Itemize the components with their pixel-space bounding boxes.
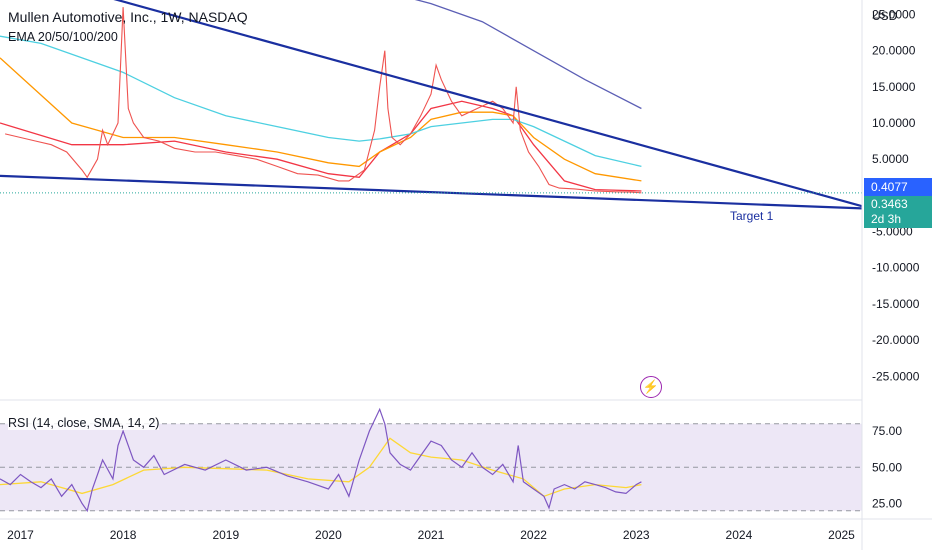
time-label: 2025: [828, 528, 855, 542]
trendline-1: [0, 174, 863, 210]
rsi-axis-ticks: 75.00 50.00 25.00: [872, 424, 902, 511]
price-badge-teal: 0.3463 2d 3h: [864, 196, 932, 228]
currency-label: USD: [872, 9, 898, 23]
target-label: Target 1: [730, 209, 774, 223]
price-tick-label: 15.0000: [872, 80, 916, 94]
rsi-indicator-label[interactable]: RSI (14, close, SMA, 14, 2): [8, 416, 160, 430]
price-tick-label: -5.0000: [872, 225, 913, 239]
time-label: 2017: [7, 528, 34, 542]
time-label: 2024: [726, 528, 753, 542]
bar-countdown: 2d 3h: [871, 212, 902, 226]
time-label: 2018: [110, 528, 137, 542]
ema-line-4: [414, 0, 642, 110]
price-axis-ticks: 25.0000 20.0000 15.0000 10.0000 5.0000 -5.000…: [872, 8, 920, 384]
price-tick-label: 20.0000: [872, 44, 916, 58]
trendline-2: [113, 0, 863, 208]
ema-line-3: [0, 35, 642, 168]
time-label: 2021: [418, 528, 445, 542]
rsi-lines: [0, 407, 642, 513]
price-line: [4, 7, 642, 194]
price-tick-label: 5.0000: [872, 152, 909, 166]
price-tick-label: -20.0000: [872, 333, 920, 347]
price-tick-label: -25.0000: [872, 369, 920, 383]
price-tick-label: -10.0000: [872, 261, 920, 275]
time-label: 2019: [212, 528, 239, 542]
rsi-tick-label: 25.00: [872, 497, 902, 511]
price-tick-label: 10.0000: [872, 116, 916, 130]
last-price-value: 0.3463: [871, 197, 908, 211]
price-badge-blue: 0.4077: [864, 178, 932, 196]
time-label: 2020: [315, 528, 342, 542]
time-label: 2023: [623, 528, 650, 542]
lightning-icon[interactable]: ⚡: [640, 376, 662, 398]
rsi-line: [0, 407, 642, 513]
price-tick-label: -15.0000: [872, 297, 920, 311]
price-tick-label: 25.0000: [872, 8, 916, 22]
time-axis-labels: 2017 2018 2019 2020 2021 2022 2023 2024 2025: [7, 528, 855, 542]
rsi-tick-label: 75.00: [872, 424, 902, 438]
trendlines: [0, 0, 863, 210]
time-label: 2022: [520, 528, 547, 542]
ema-line-1: [0, 100, 642, 192]
ema-lines: [0, 0, 642, 192]
symbol-title[interactable]: Mullen Automotive, Inc., 1W, NASDAQ: [8, 9, 248, 25]
ema-line-2: [0, 57, 642, 182]
rsi-tick-label: 50.00: [872, 460, 902, 474]
price-series: [4, 7, 642, 194]
rsi-ma-line: [0, 437, 642, 498]
ema-indicator-label[interactable]: EMA 20/50/100/200: [8, 30, 118, 44]
